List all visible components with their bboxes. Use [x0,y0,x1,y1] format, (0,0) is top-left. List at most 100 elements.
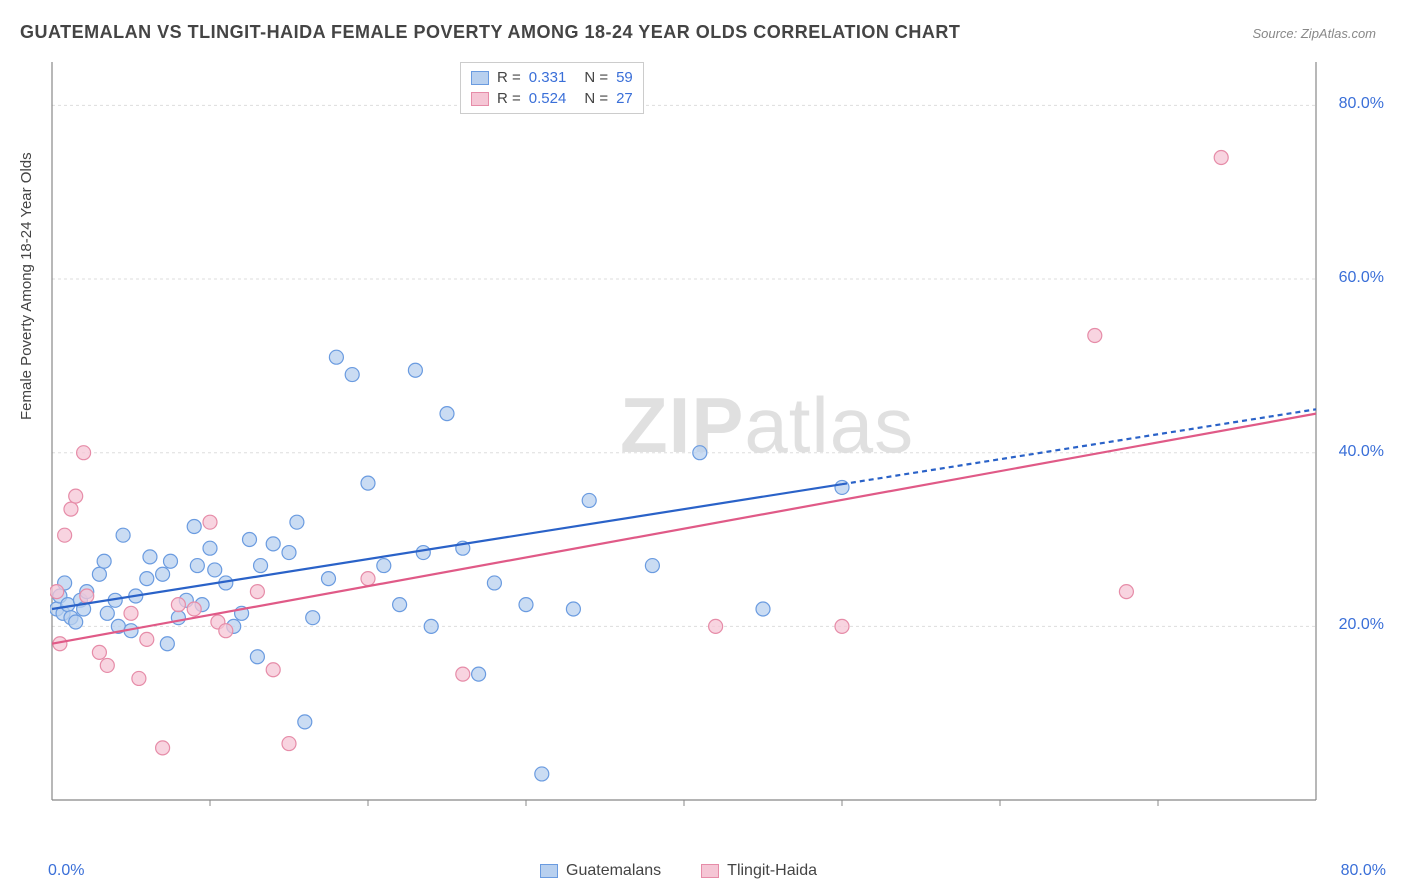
data-point [92,645,106,659]
source-attribution: Source: ZipAtlas.com [1252,26,1376,41]
data-point [143,550,157,564]
data-point [203,515,217,529]
data-point [266,537,280,551]
data-point [693,446,707,460]
scatter-chart-svg [50,60,1380,820]
y-tick-label: 60.0% [1339,269,1384,287]
series-legend: Guatemalans Tlingit-Haida [540,862,817,880]
data-point [64,502,78,516]
n-value: 59 [616,69,633,86]
data-point [645,559,659,573]
data-point [1088,328,1102,342]
data-point [243,533,257,547]
data-point [393,598,407,612]
data-point [329,350,343,364]
r-label: R = [497,69,521,86]
data-point [282,546,296,560]
data-point [69,615,83,629]
data-point [156,567,170,581]
n-label: N = [584,90,608,107]
data-point [219,624,233,638]
series-legend-label: Tlingit-Haida [727,862,817,880]
data-point [100,658,114,672]
data-point [472,667,486,681]
y-axis-label: Female Poverty Among 18-24 Year Olds [18,152,35,420]
data-point [582,493,596,507]
data-point [77,446,91,460]
n-value: 27 [616,90,633,107]
series-legend-item: Tlingit-Haida [701,862,817,880]
trend-line [52,414,1316,644]
data-point [290,515,304,529]
data-point [345,368,359,382]
r-label: R = [497,90,521,107]
data-point [377,559,391,573]
trend-line [52,484,842,609]
correlation-legend: R = 0.331 N = 59 R = 0.524 N = 27 [460,62,644,114]
data-point [80,589,94,603]
legend-swatch [471,92,489,106]
data-point [190,559,204,573]
data-point [282,737,296,751]
data-point [416,546,430,560]
data-point [187,602,201,616]
correlation-legend-row: R = 0.331 N = 59 [471,67,633,88]
x-axis-max-label: 80.0% [1341,862,1386,880]
data-point [756,602,770,616]
data-point [116,528,130,542]
data-point [835,480,849,494]
y-tick-label: 40.0% [1339,443,1384,461]
data-point [58,528,72,542]
data-point [519,598,533,612]
data-point [50,585,64,599]
data-point [160,637,174,651]
data-point [97,554,111,568]
data-point [266,663,280,677]
r-value: 0.331 [529,69,567,86]
data-point [566,602,580,616]
data-point [440,407,454,421]
trend-line-extrapolated [842,409,1316,484]
data-point [361,572,375,586]
data-point [164,554,178,568]
data-point [203,541,217,555]
y-tick-label: 80.0% [1339,95,1384,113]
series-legend-label: Guatemalans [566,862,661,880]
correlation-legend-row: R = 0.524 N = 27 [471,88,633,109]
data-point [132,671,146,685]
data-point [298,715,312,729]
data-point [140,632,154,646]
data-point [424,619,438,633]
data-point [487,576,501,590]
data-point [254,559,268,573]
data-point [709,619,723,633]
chart-title: GUATEMALAN VS TLINGIT-HAIDA FEMALE POVER… [20,22,960,43]
n-label: N = [584,69,608,86]
data-point [322,572,336,586]
data-point [408,363,422,377]
data-point [456,667,470,681]
data-point [306,611,320,625]
data-point [171,598,185,612]
r-value: 0.524 [529,90,567,107]
data-point [156,741,170,755]
legend-swatch [540,864,558,878]
data-point [1119,585,1133,599]
chart-plot-area [50,60,1380,820]
data-point [250,650,264,664]
data-point [835,619,849,633]
data-point [208,563,222,577]
data-point [250,585,264,599]
data-point [187,520,201,534]
data-point [69,489,83,503]
data-point [361,476,375,490]
y-tick-label: 20.0% [1339,616,1384,634]
data-point [140,572,154,586]
data-point [1214,151,1228,165]
data-point [100,606,114,620]
legend-swatch [701,864,719,878]
x-axis-min-label: 0.0% [48,862,84,880]
data-point [124,606,138,620]
data-point [92,567,106,581]
legend-swatch [471,71,489,85]
